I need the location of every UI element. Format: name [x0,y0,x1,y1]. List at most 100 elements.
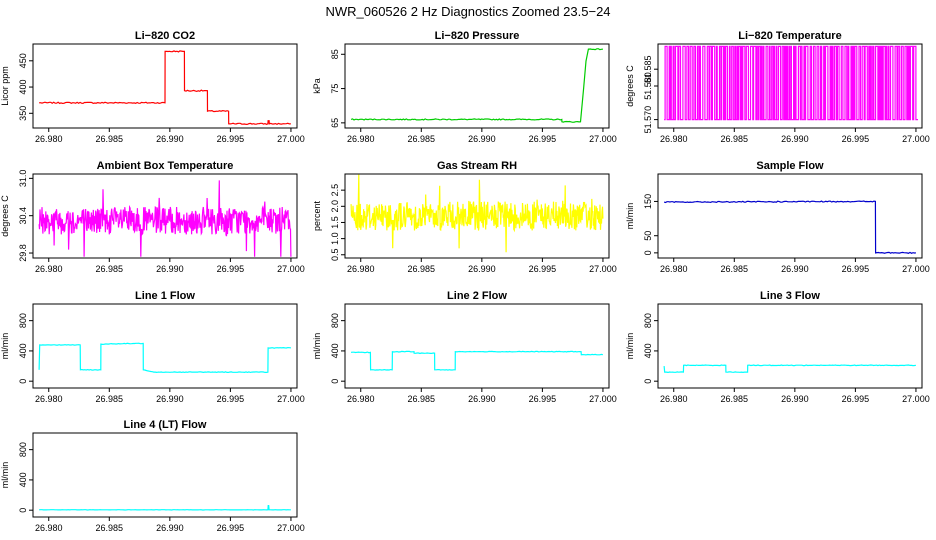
y-tick-label: 31.0 [18,170,28,188]
x-tick-label: 26.980 [35,394,63,404]
x-tick-label: 26.995 [529,264,557,274]
chart-title: Sample Flow [756,160,824,172]
y-axis-label: kPa [312,78,322,94]
y-axis-label: percent [312,200,322,231]
x-tick-label: 26.980 [660,394,688,404]
y-tick-label: 800 [330,313,340,328]
x-tick-label: 26.985 [96,134,124,144]
x-tick-label: 27.000 [277,523,305,533]
y-tick-label: 0.5 [330,249,340,262]
data-series-line [350,48,603,123]
figure-title: NWR_060526 2 Hz Diagnostics Zoomed 23.5−… [325,4,610,19]
chart-title: Ambient Box Temperature [97,160,234,172]
chart-panel-1: Li−820 CO2 Licor ppm 26.980 26.985 26.990 26.… [0,30,305,144]
data-series-line [663,364,916,374]
x-tick-label: 26.985 [721,264,749,274]
chart-panel-7: Line 1 Flow ml/min 26.980 26.985 26.990 26.99… [0,290,305,404]
y-tick-label: 400 [18,472,28,487]
data-series-line [351,350,604,371]
y-tick-label: 1.5 [330,216,340,229]
chart-title: Li−820 Pressure [435,30,520,42]
x-tick-label: 26.980 [35,523,63,533]
x-tick-label: 27.000 [589,394,617,404]
x-tick-label: 26.985 [408,394,436,404]
x-tick-label: 26.985 [96,523,124,533]
data-series-line [664,45,918,121]
x-tick-label: 26.995 [217,523,245,533]
y-tick-label: 400 [330,343,340,358]
x-tick-label: 26.995 [217,264,245,274]
chart-panel-3: Li−820 Temperature degrees C 26.980 26.985 2… [625,30,930,144]
chart-panel-6: Sample Flow ml/min 26.980 26.985 26.990 26.99… [625,160,930,274]
x-tick-label: 26.995 [842,394,870,404]
y-tick-label: 2.5 [330,184,340,197]
plot-frame [657,303,923,389]
y-tick-label: 51.580 [643,72,653,100]
x-tick-label: 27.000 [277,134,305,144]
data-series-line [39,50,291,126]
x-tick-label: 26.985 [408,134,436,144]
y-tick-label: 29.8 [18,244,28,262]
x-tick-label: 26.995 [842,264,870,274]
x-tick-label: 26.980 [660,134,688,144]
x-tick-label: 26.980 [347,134,375,144]
x-tick-label: 26.990 [156,523,184,533]
x-tick-label: 26.990 [781,394,809,404]
y-tick-label: 800 [18,442,28,457]
y-tick-label: 50 [643,231,653,241]
chart-title: Line 4 (LT) Flow [124,419,207,431]
y-tick-label: 400 [18,343,28,358]
x-tick-label: 26.985 [408,264,436,274]
chart-title: Line 3 Flow [760,290,820,302]
plot-frame [344,43,610,129]
x-tick-label: 27.000 [589,264,617,274]
x-tick-label: 26.980 [347,264,375,274]
x-tick-label: 26.990 [468,134,496,144]
x-tick-label: 26.990 [468,394,496,404]
x-tick-label: 27.000 [277,264,305,274]
x-tick-label: 27.000 [589,134,617,144]
y-tick-label: 800 [643,313,653,328]
chart-panel-4: Ambient Box Temperature degrees C 26.980 26… [0,160,305,274]
y-tick-label: 0 [643,379,653,384]
x-tick-label: 26.985 [721,134,749,144]
y-tick-label: 450 [18,53,28,68]
x-tick-label: 26.995 [529,134,557,144]
y-tick-label: 350 [18,106,28,121]
plot-frame [344,303,610,389]
y-axis-label: ml/min [625,203,635,230]
y-tick-label: 0 [18,379,28,384]
data-series-line [38,180,292,257]
x-tick-label: 27.000 [902,264,930,274]
x-tick-label: 26.980 [35,134,63,144]
x-tick-label: 26.995 [217,134,245,144]
x-tick-label: 26.985 [721,394,749,404]
chart-panel-5: Gas Stream RH percent 26.980 26.985 26.990 26… [312,160,617,274]
x-tick-label: 27.000 [902,394,930,404]
y-tick-label: 0 [330,379,340,384]
x-tick-label: 27.000 [902,134,930,144]
chart-title: Line 1 Flow [135,290,195,302]
x-tick-label: 26.995 [529,394,557,404]
y-axis-label: ml/min [0,462,10,489]
y-axis-label: Licor ppm [0,66,10,106]
x-tick-label: 26.990 [468,264,496,274]
x-tick-label: 26.995 [217,394,245,404]
y-axis-label: ml/min [625,333,635,360]
x-tick-label: 26.990 [156,394,184,404]
y-tick-label: 51.570 [643,106,653,134]
y-tick-label: 1.0 [330,232,340,245]
chart-panel-9: Line 3 Flow ml/min 26.980 26.985 26.990 26.99… [625,290,930,404]
chart-title: Gas Stream RH [437,160,517,172]
plot-frame [344,173,610,259]
y-tick-label: 150 [643,194,653,209]
x-tick-label: 26.985 [96,264,124,274]
plot-frame [32,43,298,129]
y-axis-label: degrees C [625,65,635,107]
y-tick-label: 400 [643,343,653,358]
y-tick-label: 85 [330,49,340,59]
data-series-line [39,505,291,511]
x-tick-label: 26.990 [156,264,184,274]
x-tick-label: 26.990 [156,134,184,144]
